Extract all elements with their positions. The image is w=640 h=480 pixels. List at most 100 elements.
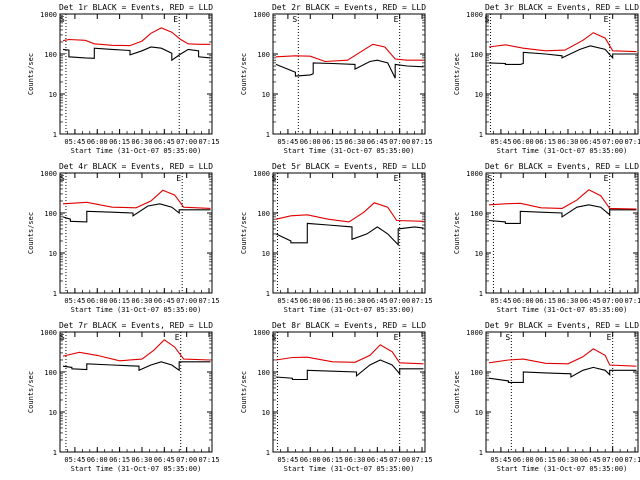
chart-6-series-lld bbox=[488, 189, 637, 210]
chart-5-xtick-label-0600: 06:00 bbox=[300, 297, 321, 305]
chart-4-series-lld bbox=[62, 189, 211, 209]
chart-5-ytick-label-100: 100 bbox=[257, 210, 270, 218]
chart-6: Det 6r BLACK = Events, RED = LLD Counts/s… bbox=[453, 162, 640, 314]
chart-9-xtick-label-0615: 06:15 bbox=[535, 456, 556, 464]
chart-8-series-events bbox=[275, 359, 424, 381]
chart-4-ytick-label-1: 1 bbox=[53, 290, 57, 298]
chart-2-xtick-label-0545: 05:45 bbox=[277, 138, 298, 146]
chart-7-title: Det 7r BLACK = Events, RED = LLD bbox=[59, 321, 213, 330]
chart-7: Det 7r BLACK = Events, RED = LLD Counts/s… bbox=[27, 321, 220, 473]
chart-6-series-events bbox=[488, 204, 637, 224]
chart-3-xtick-label-0645: 06:45 bbox=[580, 138, 601, 146]
chart-6-xtick-label-0630: 06:30 bbox=[557, 297, 578, 305]
chart-3-plot-frame bbox=[485, 13, 639, 135]
chart-8-ytick-label-1000: 1000 bbox=[253, 329, 270, 337]
chart-8-xtick-label-0545: 05:45 bbox=[277, 456, 298, 464]
chart-1-ytick-label-100: 100 bbox=[44, 51, 57, 59]
chart-2-xtick-label-0715: 07:15 bbox=[411, 138, 432, 146]
chart-1-ylabel: Counts/sec bbox=[27, 53, 35, 95]
chart-9-ylabel: Counts/sec bbox=[453, 371, 461, 413]
chart-3: Det 3r BLACK = Events, RED = LLD Counts/s… bbox=[453, 3, 640, 155]
chart-8-ylabel: Counts/sec bbox=[240, 371, 248, 413]
chart-4-xtick-label-0630: 06:30 bbox=[131, 297, 152, 305]
chart-1-ytick-label-1000: 1000 bbox=[40, 11, 57, 19]
chart-8-xtick-label-0630: 06:30 bbox=[344, 456, 365, 464]
chart-1: Det 1r BLACK = Events, RED = LLD Counts/s… bbox=[27, 3, 220, 155]
chart-1-xtick-label-0545: 05:45 bbox=[64, 138, 85, 146]
chart-4-xtick-label-0545: 05:45 bbox=[64, 297, 85, 305]
chart-1-ytick-label-1: 1 bbox=[53, 131, 57, 139]
chart-9-ytick-label-10: 10 bbox=[475, 409, 483, 417]
chart-1-title: Det 1r BLACK = Events, RED = LLD bbox=[59, 3, 213, 12]
chart-8-series-lld bbox=[275, 344, 424, 365]
chart-6-xlabel: Start Time (31-Oct-07 05:35:00) bbox=[497, 306, 628, 314]
chart-2-ytick-label-10: 10 bbox=[262, 91, 270, 99]
chart-1-xtick-label-0700: 07:00 bbox=[176, 138, 197, 146]
chart-7-plot-frame bbox=[59, 331, 213, 453]
chart-3-xtick-label-0615: 06:15 bbox=[535, 138, 556, 146]
chart-8: Det 8r BLACK = Events, RED = LLD Counts/s… bbox=[240, 321, 433, 473]
chart-2-xtick-label-0600: 06:00 bbox=[300, 138, 321, 146]
chart-9-plot-frame bbox=[485, 331, 639, 453]
chart-2-xlabel: Start Time (31-Oct-07 05:35:00) bbox=[284, 147, 415, 155]
chart-1-marker-e: E bbox=[173, 15, 178, 24]
chart-2-series-lld bbox=[275, 43, 424, 63]
chart-4-ytick-label-10: 10 bbox=[49, 250, 57, 258]
chart-9-xtick-label-0700: 07:00 bbox=[602, 456, 623, 464]
chart-9-xtick-label-0545: 05:45 bbox=[490, 456, 511, 464]
chart-6-marker-s: S bbox=[487, 174, 492, 183]
chart-5-marker-e: E bbox=[394, 174, 399, 183]
chart-4: Det 4r BLACK = Events, RED = LLD Counts/s… bbox=[27, 162, 220, 314]
chart-9-xtick-label-0630: 06:30 bbox=[557, 456, 578, 464]
chart-9-ytick-label-1000: 1000 bbox=[466, 329, 483, 337]
chart-1-ytick-label-10: 10 bbox=[49, 91, 57, 99]
chart-5-series-lld bbox=[275, 202, 424, 223]
chart-9: Det 9r BLACK = Events, RED = LLD Counts/s… bbox=[453, 321, 640, 473]
chart-8-xtick-label-0600: 06:00 bbox=[300, 456, 321, 464]
chart-2-xtick-label-0615: 06:15 bbox=[322, 138, 343, 146]
chart-3-xlabel: Start Time (31-Oct-07 05:35:00) bbox=[497, 147, 628, 155]
chart-3-xtick-label-0600: 06:00 bbox=[513, 138, 534, 146]
chart-2-marker-s: S bbox=[292, 15, 297, 24]
chart-2-ytick-label-1: 1 bbox=[266, 131, 270, 139]
chart-7-xtick-label-0630: 06:30 bbox=[131, 456, 152, 464]
chart-2: Det 2r BLACK = Events, RED = LLD Counts/s… bbox=[240, 3, 433, 155]
chart-4-plot-frame bbox=[59, 172, 213, 294]
chart-5-title: Det 5r BLACK = Events, RED = LLD bbox=[272, 162, 426, 171]
chart-9-title: Det 9r BLACK = Events, RED = LLD bbox=[485, 321, 639, 330]
chart-4-ylabel: Counts/sec bbox=[27, 212, 35, 254]
chart-7-ylabel: Counts/sec bbox=[27, 371, 35, 413]
chart-5-marker-s: S bbox=[271, 174, 276, 183]
chart-6-xtick-label-0645: 06:45 bbox=[580, 297, 601, 305]
chart-6-xtick-label-0700: 07:00 bbox=[602, 297, 623, 305]
chart-8-xtick-label-0645: 06:45 bbox=[367, 456, 388, 464]
chart-6-ytick-label-10: 10 bbox=[475, 250, 483, 258]
chart-7-xtick-label-0700: 07:00 bbox=[176, 456, 197, 464]
chart-2-xtick-label-0630: 06:30 bbox=[344, 138, 365, 146]
chart-4-ytick-label-100: 100 bbox=[44, 210, 57, 218]
chart-4-xtick-label-0715: 07:15 bbox=[198, 297, 219, 305]
chart-1-xtick-label-0715: 07:15 bbox=[198, 138, 219, 146]
chart-6-xtick-label-0715: 07:15 bbox=[624, 297, 640, 305]
chart-9-xtick-label-0600: 06:00 bbox=[513, 456, 534, 464]
chart-5-xlabel: Start Time (31-Oct-07 05:35:00) bbox=[284, 306, 415, 314]
chart-8-marker-e: E bbox=[394, 333, 399, 342]
chart-4-title: Det 4r BLACK = Events, RED = LLD bbox=[59, 162, 213, 171]
chart-3-marker-e: E bbox=[604, 15, 609, 24]
chart-2-ytick-label-1000: 1000 bbox=[253, 11, 270, 19]
chart-3-ytick-label-100: 100 bbox=[470, 51, 483, 59]
chart-9-marker-s: S bbox=[505, 333, 510, 342]
chart-9-series-events bbox=[488, 366, 637, 383]
chart-5: Det 5r BLACK = Events, RED = LLD Counts/s… bbox=[240, 162, 433, 314]
chart-1-plot-frame bbox=[59, 13, 213, 135]
chart-3-ytick-label-1000: 1000 bbox=[466, 11, 483, 19]
chart-3-xtick-label-0545: 05:45 bbox=[490, 138, 511, 146]
chart-5-plot-frame bbox=[272, 172, 426, 294]
chart-9-ytick-label-100: 100 bbox=[470, 369, 483, 377]
chart-3-ylabel: Counts/sec bbox=[453, 53, 461, 95]
chart-6-marker-e: E bbox=[604, 174, 609, 183]
chart-5-ytick-label-1: 1 bbox=[266, 290, 270, 298]
chart-3-marker-s: S bbox=[484, 15, 489, 24]
chart-4-xtick-label-0700: 07:00 bbox=[176, 297, 197, 305]
chart-9-ytick-label-1: 1 bbox=[479, 449, 483, 457]
